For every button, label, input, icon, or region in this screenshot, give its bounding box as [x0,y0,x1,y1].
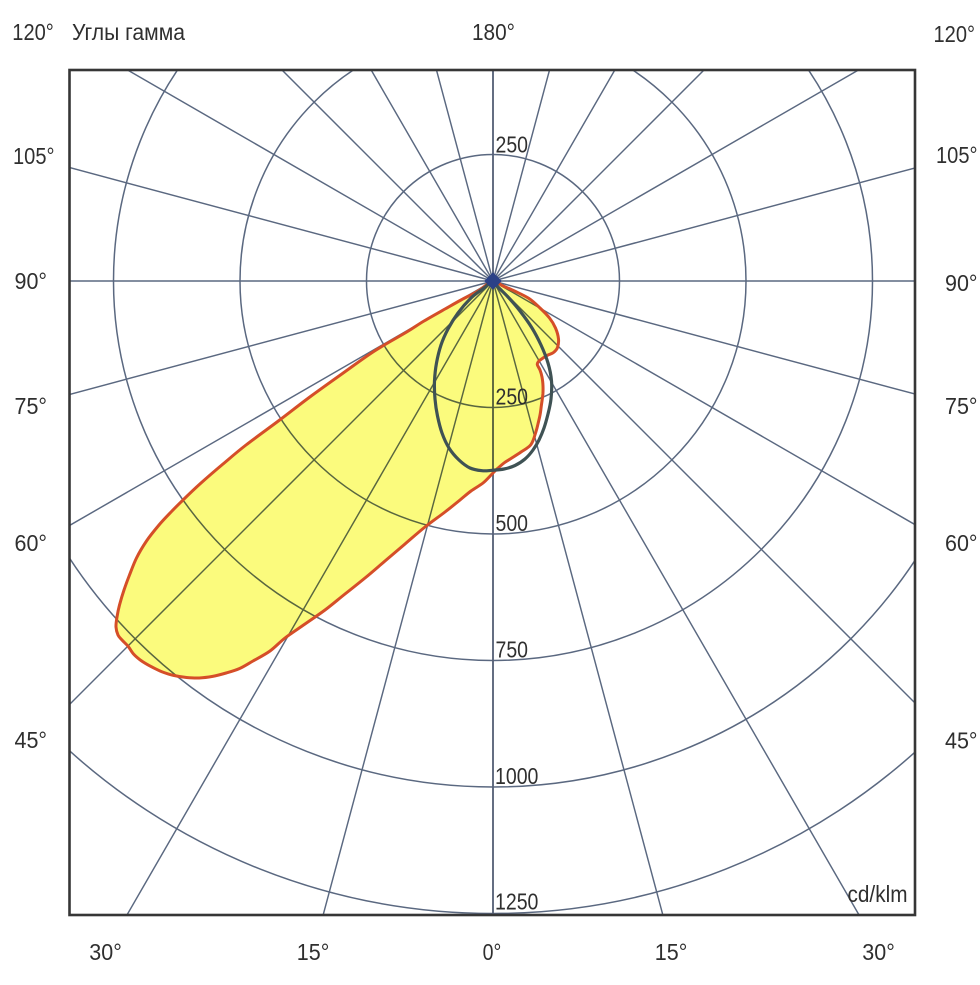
svg-text:250: 250 [496,384,529,410]
svg-text:105°: 105° [13,143,55,169]
svg-text:cd/klm: cd/klm [848,881,908,907]
svg-text:15°: 15° [655,939,688,965]
svg-text:500: 500 [496,510,529,536]
svg-text:90°: 90° [945,270,978,296]
svg-text:45°: 45° [945,728,978,754]
svg-text:15°: 15° [297,939,330,965]
svg-text:60°: 60° [945,530,978,556]
svg-text:0°: 0° [483,939,502,965]
svg-text:1000: 1000 [495,763,538,789]
svg-text:750: 750 [496,637,529,663]
svg-text:75°: 75° [945,393,978,419]
svg-text:180°: 180° [472,19,515,45]
svg-text:1250: 1250 [495,889,538,915]
svg-text:120°: 120° [934,21,976,47]
svg-text:30°: 30° [89,939,122,965]
svg-text:30°: 30° [862,939,895,965]
svg-text:75°: 75° [15,393,48,419]
svg-text:45°: 45° [15,727,48,753]
svg-text:120°: 120° [12,19,54,45]
svg-text:90°: 90° [15,268,48,294]
svg-text:60°: 60° [15,530,48,556]
svg-text:Углы гамма: Углы гамма [72,19,185,45]
svg-text:105°: 105° [936,142,978,168]
svg-text:250: 250 [496,132,529,158]
